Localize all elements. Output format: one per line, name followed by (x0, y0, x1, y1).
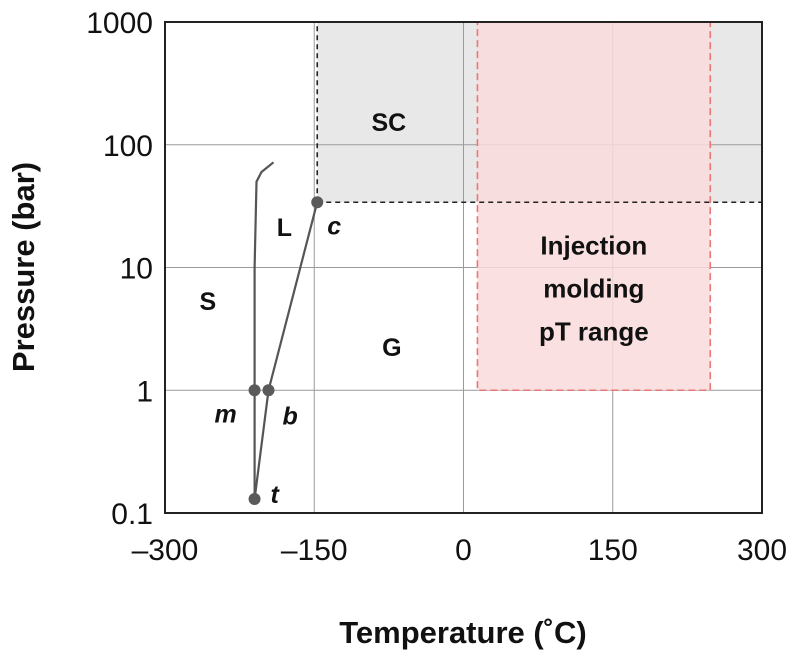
injection-box-label-line: Injection (540, 231, 647, 261)
point-m (248, 384, 261, 397)
y-tick-label: 100 (103, 130, 153, 163)
plot-frame (164, 21, 763, 514)
point-label-m: m (215, 400, 237, 428)
curves-layer (253, 161, 319, 500)
x-tick-label: 300 (737, 534, 787, 567)
x-tick-label: 0 (455, 534, 472, 567)
y-tick-label: 10 (120, 253, 153, 286)
point-c (311, 196, 324, 209)
x-tick-label: 150 (588, 534, 638, 567)
injection-box-layer: Injection molding pT range (476, 21, 712, 392)
boundary-layer (316, 22, 762, 204)
labels-layer: SC L S G (199, 109, 406, 362)
point-label-t: t (271, 481, 281, 509)
x-axis-title: Temperature (˚C) (339, 615, 586, 650)
region-label-s: S (199, 288, 216, 316)
region-label-sc: SC (372, 109, 407, 137)
y-tick-label: 1 (136, 375, 153, 408)
x-tick-label: –300 (132, 534, 199, 567)
injection-box-label-line: molding (543, 274, 644, 304)
boiling-curve (253, 202, 319, 500)
point-b (262, 384, 275, 397)
point-label-c: c (327, 212, 341, 240)
region-label-g: G (382, 334, 401, 362)
region-label-l: L (277, 214, 292, 242)
y-axis-title: Pressure (bar) (6, 162, 41, 372)
x-tick-label: –150 (281, 534, 348, 567)
melting-curve (253, 161, 275, 499)
point-label-b: b (282, 402, 297, 430)
injection-box-label-line: pT range (539, 317, 649, 347)
injection-molding-box (476, 21, 712, 392)
ticks-layer: –300 –150 0 150 300 0.1 1 10 100 1000 (86, 7, 787, 567)
points-layer: t m b c (215, 196, 341, 509)
point-t (248, 493, 261, 506)
y-tick-label: 1000 (86, 7, 153, 40)
y-tick-label: 0.1 (111, 498, 153, 531)
